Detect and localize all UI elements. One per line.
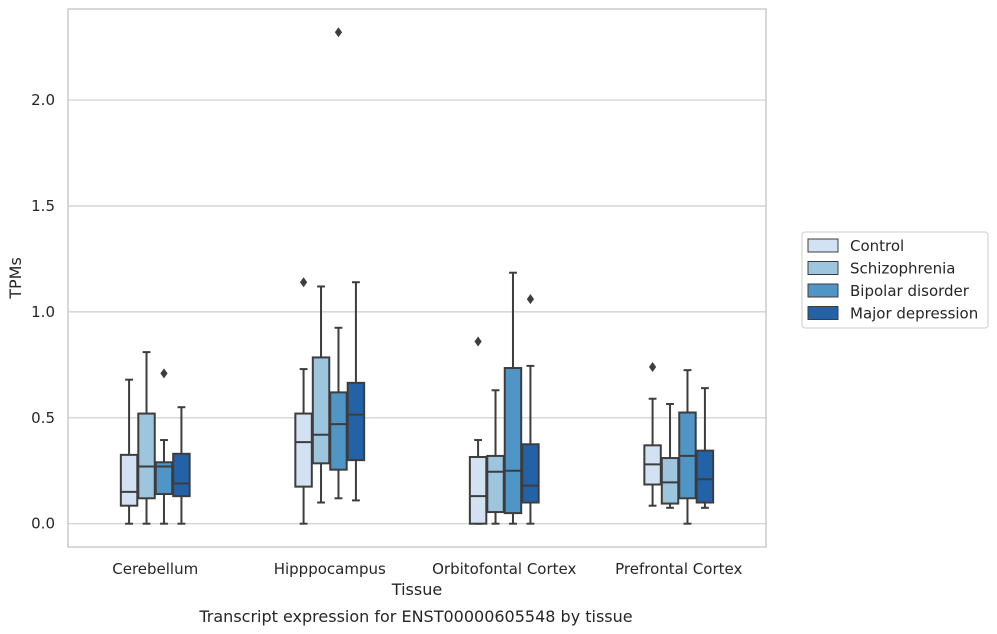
legend-swatch xyxy=(807,261,839,275)
iqr-box xyxy=(486,454,505,514)
legend-frame xyxy=(801,231,989,329)
iqr-box xyxy=(660,457,680,505)
iqr-box xyxy=(329,391,348,471)
x-tick-label: Orbitofontal Cortex xyxy=(432,560,576,578)
y-gridlines xyxy=(68,99,766,525)
plot-frame xyxy=(67,8,767,548)
iqr-box xyxy=(119,453,139,507)
box-bipolar-disorder xyxy=(329,27,348,500)
legend-label: Schizophrenia xyxy=(850,260,955,278)
box-control xyxy=(294,277,313,525)
box-major-depression xyxy=(521,294,540,525)
outlier-point xyxy=(334,27,343,38)
box-major-depression xyxy=(172,406,191,525)
box-plot-series xyxy=(119,27,715,525)
iqr-box xyxy=(468,455,488,525)
box-schizophrenia xyxy=(137,351,156,525)
iqr-box xyxy=(154,461,174,496)
iqr-box xyxy=(503,367,523,515)
legend: Control Schizophrenia Bipolar disorder Majo… xyxy=(801,231,989,329)
x-axis-title: Tissue xyxy=(391,580,442,599)
box-control xyxy=(119,378,139,525)
box-bipolar-disorder xyxy=(154,368,174,525)
y-tick-label: 1.5 xyxy=(31,197,55,215)
outlier-point xyxy=(299,277,308,288)
y-tick-label: 2.0 xyxy=(31,91,55,109)
legend-swatch xyxy=(807,306,839,320)
box-schizophrenia xyxy=(660,403,680,509)
box-bipolar-disorder xyxy=(678,369,697,525)
legend-label: Major depression xyxy=(850,305,978,323)
box-schizophrenia xyxy=(486,389,505,525)
x-tick-label: Cerebellum xyxy=(112,560,198,578)
outlier-point xyxy=(648,361,657,372)
iqr-box xyxy=(294,412,313,488)
box-schizophrenia xyxy=(311,285,331,504)
outlier-point xyxy=(160,368,168,379)
y-axis-title: TPMs xyxy=(6,257,25,300)
y-tick-label: 0.5 xyxy=(31,409,55,427)
box-major-depression xyxy=(695,387,715,509)
box-bipolar-disorder xyxy=(503,271,523,525)
outlier-point xyxy=(474,336,482,347)
iqr-box xyxy=(137,412,156,500)
legend-swatch xyxy=(807,238,839,253)
box-control xyxy=(468,336,488,525)
y-tick-label: 0.0 xyxy=(31,515,55,533)
iqr-box xyxy=(695,449,715,504)
x-axis-ticks: Cerebellum Hipppocampus Orbitofontal Corte… xyxy=(112,560,742,578)
y-axis-ticks: 0.0 0.5 1.0 1.5 2.0 xyxy=(31,91,55,533)
iqr-box xyxy=(311,356,331,465)
legend-swatch xyxy=(807,283,839,298)
box-control xyxy=(643,361,662,507)
chart-caption: Transcript expression for ENST0000060554… xyxy=(198,607,632,626)
outlier-point xyxy=(526,294,535,305)
iqr-box xyxy=(346,381,366,462)
x-tick-label: Prefrontal Cortex xyxy=(615,560,742,578)
x-tick-label: Hipppocampus xyxy=(274,560,386,578)
box-major-depression xyxy=(346,281,366,502)
y-tick-label: 1.0 xyxy=(31,303,55,321)
iqr-box xyxy=(172,452,191,498)
iqr-box xyxy=(521,443,540,504)
legend-label: Bipolar disorder xyxy=(850,282,970,300)
legend-label: Control xyxy=(850,237,904,255)
